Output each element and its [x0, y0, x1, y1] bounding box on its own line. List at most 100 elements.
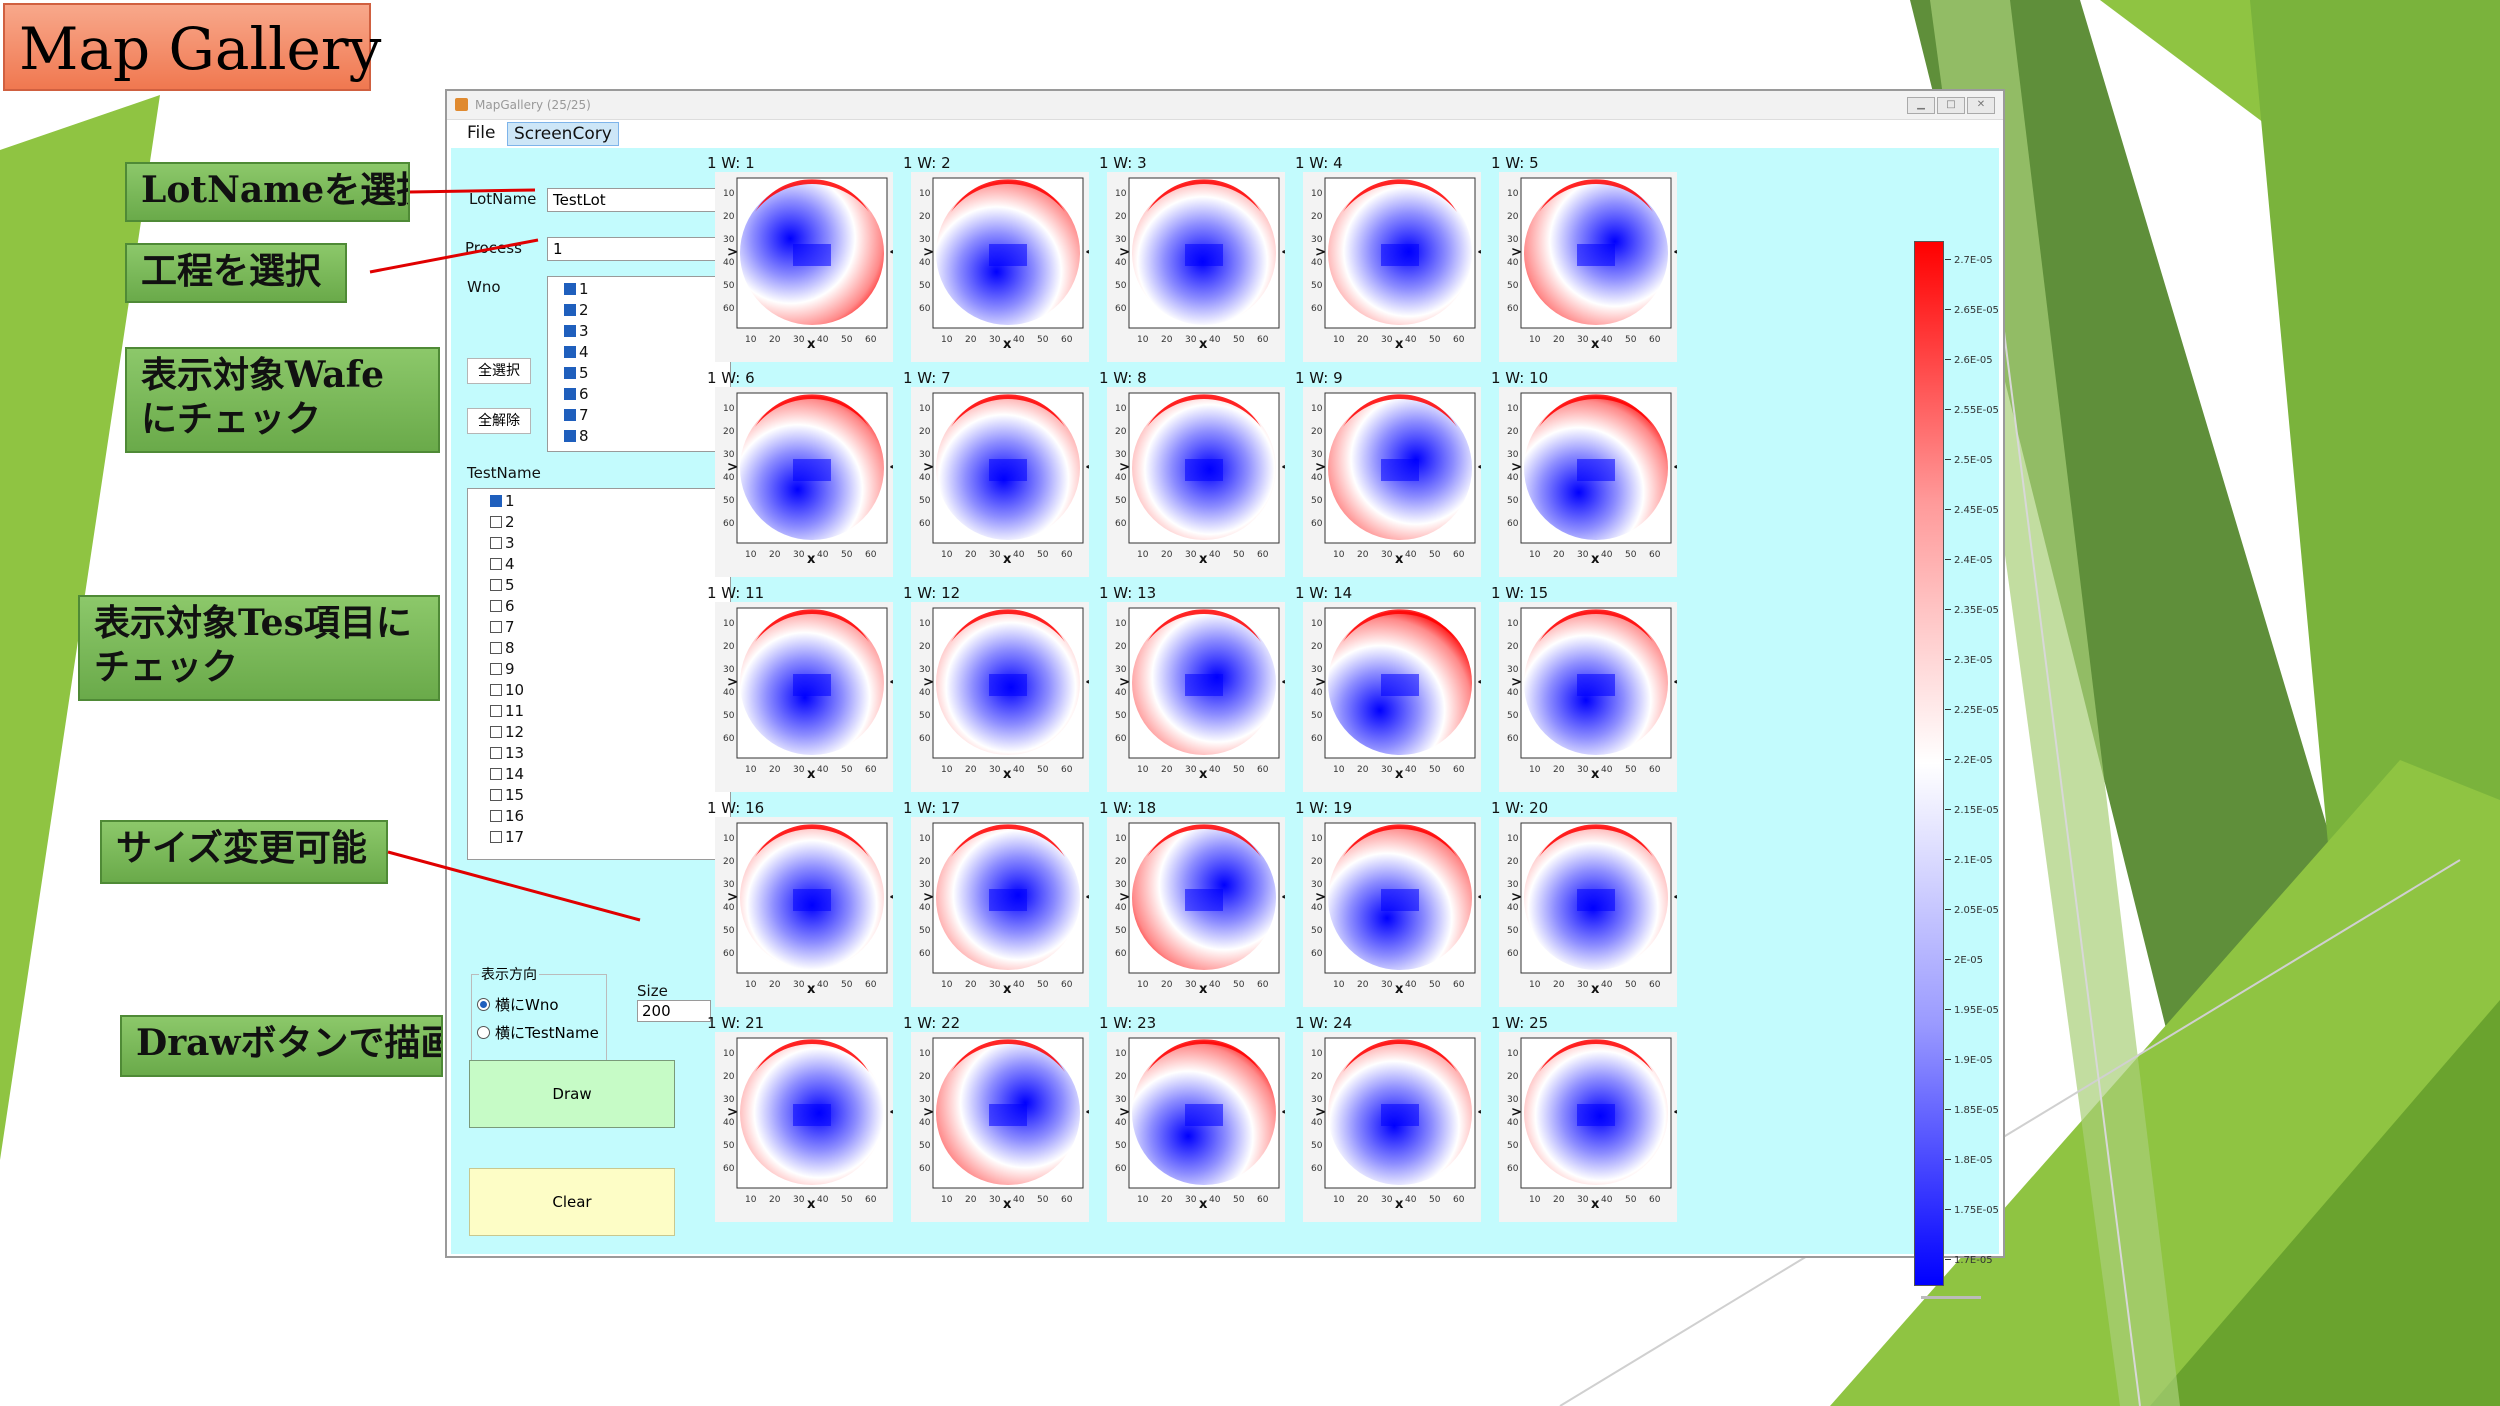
testname-item[interactable]: 6: [490, 596, 730, 617]
wafer-map-cell[interactable]: 1 W: 10 10 10 20 20 30 30 40 40 50 50 60 60 x > <: [1489, 369, 1685, 584]
wafer-map-cell[interactable]: 1 W: 9 10 10 20 20 30 30 40 40 50 50 60 60 x > <: [1293, 369, 1489, 584]
checkbox[interactable]: [564, 388, 576, 400]
wno-item[interactable]: 3: [564, 321, 730, 342]
wno-item[interactable]: 4: [564, 342, 730, 363]
wafer-map-cell[interactable]: 1 W: 4 10 10 20 20 30 30 40 40 50 50 60 60 x > <: [1293, 154, 1489, 369]
wafer-map-cell[interactable]: 1 W: 1 10 10 20 20 30 30 40 40 50 50 60 60 x > <: [705, 154, 901, 369]
testname-item[interactable]: 4: [490, 554, 730, 575]
testname-item[interactable]: 3: [490, 533, 730, 554]
testname-item[interactable]: 9: [490, 659, 730, 680]
wafer-map-cell[interactable]: 1 W: 7 10 10 20 20 30 30 40 40 50 50 60 60 x > <: [901, 369, 1097, 584]
testname-item[interactable]: 2: [490, 512, 730, 533]
checkbox[interactable]: [564, 367, 576, 379]
checkbox[interactable]: [490, 558, 502, 570]
draw-button[interactable]: Draw: [469, 1060, 675, 1128]
wafer-map-cell[interactable]: 1 W: 3 10 10 20 20 30 30 40 40 50 50 60 60 x > <: [1097, 154, 1293, 369]
checkbox[interactable]: [564, 346, 576, 358]
checkbox[interactable]: [490, 579, 502, 591]
wno-item[interactable]: 8: [564, 426, 730, 447]
wafer-map-cell[interactable]: 1 W: 6 10 10 20 20 30 30 40 40 50 50 60 60 x > <: [705, 369, 901, 584]
checkbox[interactable]: [490, 768, 502, 780]
wafer-map-cell[interactable]: 1 W: 15 10 10 20 20 30 30 40 40 50 50 60 60 x > <: [1489, 584, 1685, 799]
checkbox[interactable]: [490, 663, 502, 675]
wno-item[interactable]: 1: [564, 279, 730, 300]
checkbox[interactable]: [490, 726, 502, 738]
wafer-map-cell[interactable]: 1 W: 8 10 10 20 20 30 30 40 40 50 50 60 60 x > <: [1097, 369, 1293, 584]
checkbox[interactable]: [490, 831, 502, 843]
notch-marker: x: [807, 337, 816, 352]
wno-item-label: 2: [579, 301, 589, 319]
radio-horizontal-wno[interactable]: 横にWno: [477, 994, 559, 1015]
checkbox[interactable]: [490, 789, 502, 801]
wafer-map-cell[interactable]: 1 W: 25 10 10 20 20 30 30 40 40 50 50 60 60 x > <: [1489, 1014, 1685, 1229]
clear-button[interactable]: Clear: [469, 1168, 675, 1236]
testname-item[interactable]: 11: [490, 701, 730, 722]
checkbox[interactable]: [490, 705, 502, 717]
testname-item[interactable]: 7: [490, 617, 730, 638]
y-tick-label: 30: [1115, 450, 1127, 460]
process-combo[interactable]: 1 ⌵: [547, 237, 731, 261]
notch-marker: >: [1119, 1105, 1130, 1120]
checkbox[interactable]: [490, 600, 502, 612]
wafer-map-cell[interactable]: 1 W: 24 10 10 20 20 30 30 40 40 50 50 60 60 x > <: [1293, 1014, 1489, 1229]
menu-file[interactable]: File: [467, 123, 496, 143]
testname-item[interactable]: 14: [490, 764, 730, 785]
wno-item[interactable]: 5: [564, 363, 730, 384]
x-tick-label: 10: [941, 550, 953, 560]
testname-item[interactable]: 12: [490, 722, 730, 743]
wafer-map-cell[interactable]: 1 W: 23 10 10 20 20 30 30 40 40 50 50 60 60 x > <: [1097, 1014, 1293, 1229]
checkbox[interactable]: [490, 621, 502, 633]
checkbox[interactable]: [490, 642, 502, 654]
checkbox[interactable]: [564, 304, 576, 316]
checkbox[interactable]: [564, 325, 576, 337]
checkbox[interactable]: [490, 747, 502, 759]
horizontal-scrollbar[interactable]: [1921, 1296, 1981, 1299]
testname-checklist[interactable]: 1 2 3 4 5 6 7 8 9 10 11 12 13 14 15 16 17: [467, 488, 731, 860]
wno-item[interactable]: 2: [564, 300, 730, 321]
close-button[interactable]: ✕: [1967, 97, 1995, 114]
lotname-combo[interactable]: TestLot ⌵: [547, 188, 731, 212]
wno-checklist[interactable]: 1 2 3 4 5 6 7 8: [547, 276, 731, 452]
menu-screencopy[interactable]: ScreenCory: [507, 122, 619, 146]
x-tick-label: 40: [1601, 765, 1613, 775]
wafer-map-cell[interactable]: 1 W: 5 10 10 20 20 30 30 40 40 50 50 60 60 x > <: [1489, 154, 1685, 369]
wafer-map-cell[interactable]: 1 W: 11 10 10 20 20 30 30 40 40 50 50 60 60 x > <: [705, 584, 901, 799]
wafer-map-cell[interactable]: 1 W: 19 10 10 20 20 30 30 40 40 50 50 60 60 x > <: [1293, 799, 1489, 1014]
testname-item-label: 1: [505, 492, 515, 510]
checkbox[interactable]: [490, 495, 502, 507]
wafer-map-cell[interactable]: 1 W: 16 10 10 20 20 30 30 40 40 50 50 60 60 x > <: [705, 799, 901, 1014]
select-all-button[interactable]: 全選択: [467, 358, 531, 384]
deselect-all-button[interactable]: 全解除: [467, 408, 531, 434]
testname-item[interactable]: 10: [490, 680, 730, 701]
checkbox[interactable]: [564, 283, 576, 295]
wafer-map-cell[interactable]: 1 W: 17 10 10 20 20 30 30 40 40 50 50 60 60 x > <: [901, 799, 1097, 1014]
callout-lotname: LotNameを選択: [125, 162, 410, 222]
wafer-map-cell[interactable]: 1 W: 2 10 10 20 20 30 30 40 40 50 50 60 60 x > <: [901, 154, 1097, 369]
checkbox[interactable]: [490, 516, 502, 528]
wafer-map-cell[interactable]: 1 W: 14 10 10 20 20 30 30 40 40 50 50 60 60 x > <: [1293, 584, 1489, 799]
testname-item[interactable]: 8: [490, 638, 730, 659]
checkbox[interactable]: [564, 409, 576, 421]
testname-item[interactable]: 16: [490, 806, 730, 827]
checkbox[interactable]: [490, 537, 502, 549]
checkbox[interactable]: [490, 684, 502, 696]
testname-item[interactable]: 1: [490, 491, 730, 512]
size-input[interactable]: 200: [637, 1000, 711, 1022]
wno-item[interactable]: 7: [564, 405, 730, 426]
wafer-map-cell[interactable]: 1 W: 22 10 10 20 20 30 30 40 40 50 50 60 60 x > <: [901, 1014, 1097, 1229]
wafer-map-cell[interactable]: 1 W: 18 10 10 20 20 30 30 40 40 50 50 60 60 x > <: [1097, 799, 1293, 1014]
testname-item[interactable]: 15: [490, 785, 730, 806]
testname-item[interactable]: 5: [490, 575, 730, 596]
maximize-button[interactable]: □: [1937, 97, 1965, 114]
wafer-map-cell[interactable]: 1 W: 21 10 10 20 20 30 30 40 40 50 50 60 60 x > <: [705, 1014, 901, 1229]
checkbox[interactable]: [564, 430, 576, 442]
wafer-map-cell[interactable]: 1 W: 20 10 10 20 20 30 30 40 40 50 50 60 60 x > <: [1489, 799, 1685, 1014]
wno-item[interactable]: 6: [564, 384, 730, 405]
testname-item[interactable]: 13: [490, 743, 730, 764]
wafer-map-cell[interactable]: 1 W: 12 10 10 20 20 30 30 40 40 50 50 60 60 x > <: [901, 584, 1097, 799]
minimize-button[interactable]: ▁: [1907, 97, 1935, 114]
testname-item[interactable]: 17: [490, 827, 730, 848]
wafer-map-cell[interactable]: 1 W: 13 10 10 20 20 30 30 40 40 50 50 60 60 x > <: [1097, 584, 1293, 799]
radio-horizontal-testname[interactable]: 横にTestName: [477, 1022, 599, 1043]
checkbox[interactable]: [490, 810, 502, 822]
